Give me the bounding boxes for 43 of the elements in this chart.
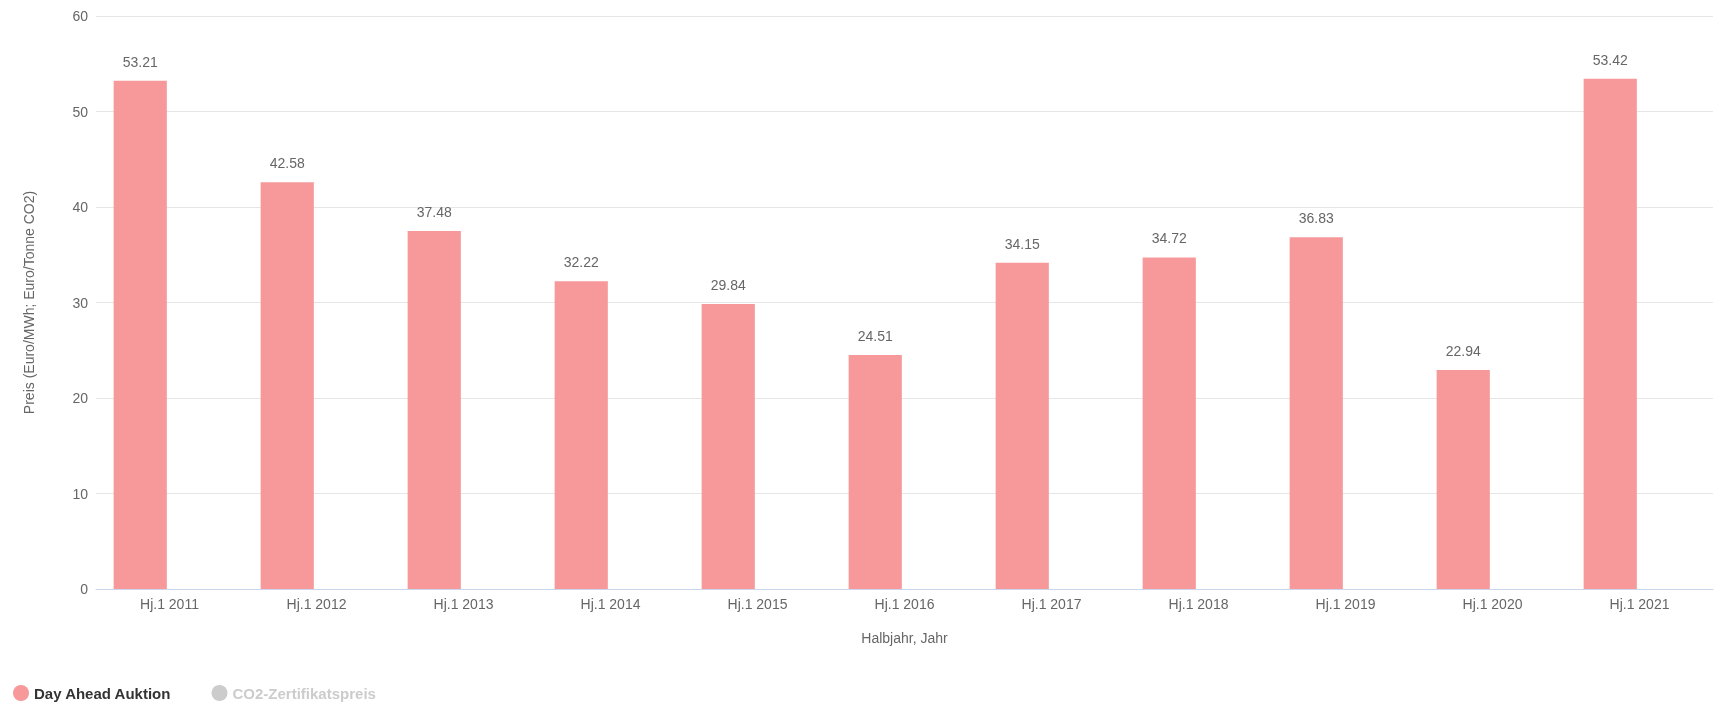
y-tick-label: 30 <box>72 294 89 311</box>
data-label: 42.58 <box>269 155 305 172</box>
bar <box>848 354 902 589</box>
data-label: 34.72 <box>1151 230 1187 247</box>
data-label: 32.22 <box>563 254 599 271</box>
x-tick-label: Hj.1 2016 <box>874 596 935 612</box>
x-tick-label: Hj.1 2021 <box>1609 596 1670 612</box>
bar <box>1289 237 1343 589</box>
bar <box>407 231 461 589</box>
y-tick-label: 20 <box>72 390 89 406</box>
data-label: 53.42 <box>1592 51 1628 68</box>
y-tick-label: 60 <box>72 8 89 24</box>
bar <box>554 281 608 589</box>
bar <box>1142 257 1196 589</box>
data-label: 36.83 <box>1298 210 1334 227</box>
data-label: 24.51 <box>857 327 893 344</box>
data-label: 22.94 <box>1445 342 1481 359</box>
x-axis-title: Halbjahr, Jahr <box>861 630 949 646</box>
data-label: 34.15 <box>1004 235 1040 252</box>
bar <box>260 182 314 589</box>
data-label: 37.48 <box>416 204 452 221</box>
x-tick-label: Hj.1 2019 <box>1315 596 1376 612</box>
x-tick-label: Hj.1 2018 <box>1168 596 1229 612</box>
bar <box>995 262 1049 589</box>
legend-label: Day Ahead Auktion <box>34 684 171 702</box>
x-tick-label: Hj.1 2015 <box>727 596 788 612</box>
y-tick-label: 40 <box>72 199 89 215</box>
bar <box>113 80 167 589</box>
data-label: 53.21 <box>122 53 158 70</box>
x-tick-label: Hj.1 2014 <box>580 596 641 612</box>
bar <box>1436 369 1490 589</box>
x-tick-label: Hj.1 2020 <box>1462 596 1523 612</box>
bar <box>701 304 755 589</box>
y-axis-title: Preis (Euro/MWh; Euro/Tonne CO2) <box>21 190 37 415</box>
x-tick-label: Hj.1 2011 <box>140 596 200 612</box>
x-tick-label: Hj.1 2013 <box>433 596 494 612</box>
y-tick-label: 50 <box>72 103 89 120</box>
y-tick-label: 0 <box>80 581 89 597</box>
data-label: 29.84 <box>710 277 746 294</box>
x-tick-label: Hj.1 2017 <box>1021 596 1082 612</box>
bar <box>1583 78 1637 589</box>
y-tick-label: 10 <box>72 485 89 502</box>
x-tick-label: Hj.1 2012 <box>286 596 347 612</box>
